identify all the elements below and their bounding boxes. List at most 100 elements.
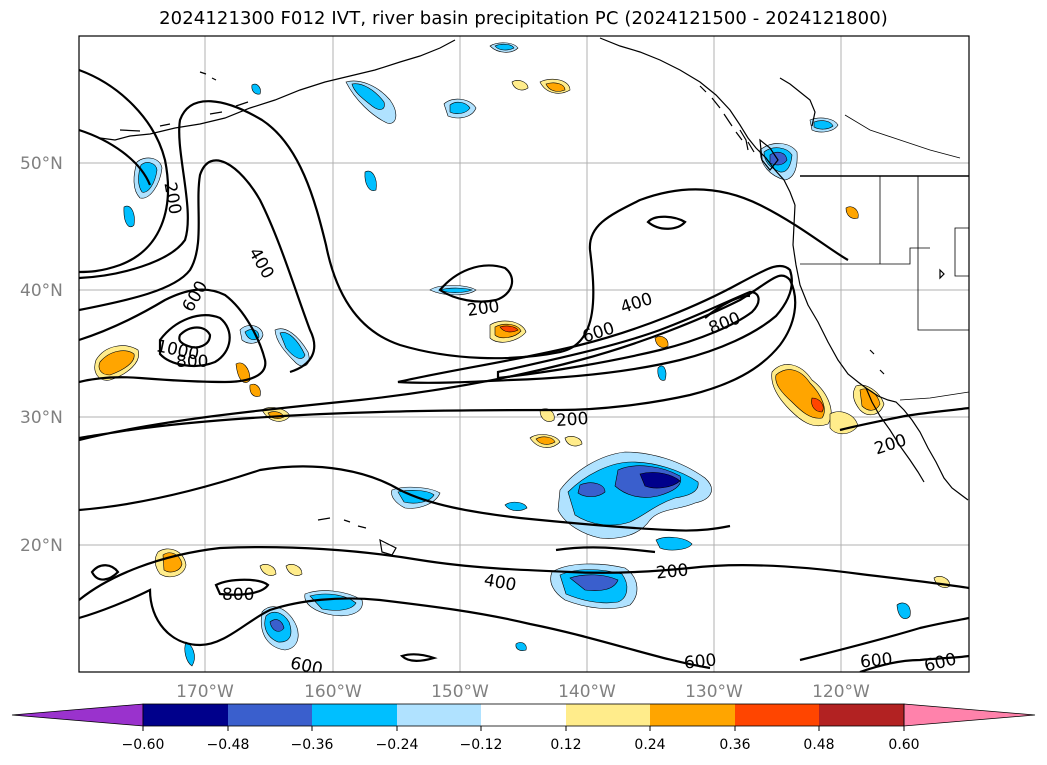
colorbar-tick-label: 0.60 [888, 737, 919, 753]
colorbar-tick-label: −0.48 [207, 737, 250, 753]
precip-negative-region [439, 287, 473, 293]
precip-negative-region [504, 501, 528, 511]
ivt-contour-800-band [704, 294, 751, 319]
colorbar-bin [228, 704, 312, 726]
colorbar-bin [566, 704, 650, 726]
map-area [79, 36, 969, 672]
ivt-contour-label: 200 [655, 560, 689, 583]
ivt-contour-south-loop-east [399, 653, 438, 662]
ivt-contour-bottom-east [799, 616, 969, 662]
lat-label: 20°N [20, 536, 63, 556]
precip-negative-region [251, 83, 261, 95]
ivt-contour-south-600 [79, 588, 711, 670]
precip-positive-region [511, 80, 529, 91]
ivt-contour-600-band [496, 290, 760, 380]
map-border [78, 35, 970, 673]
ivt-contour-400 [79, 159, 316, 374]
colorbar-bin [481, 704, 566, 726]
ivt-contour-loop-north [646, 215, 687, 230]
precip-pc-fill [94, 42, 951, 667]
precip-negative-region [655, 536, 693, 551]
ivt-contour-1000-loop [178, 326, 212, 349]
ivt-contour-south-400 [79, 546, 969, 601]
ivt-contour-label: 200 [555, 409, 589, 431]
precip-positive-region [545, 82, 566, 92]
colorbar-extend-high [903, 703, 1036, 727]
ivt-contour-label: 600 [683, 650, 717, 673]
colorbar-tick-label: −0.60 [122, 737, 165, 753]
colorbar-tick-label: 0.36 [719, 737, 750, 753]
precip-negative-region [657, 365, 667, 381]
lon-label: 150°W [431, 682, 489, 702]
ivt-contour-south-800-loop [214, 578, 270, 596]
precip-negative-region [449, 101, 471, 114]
colorbar: −0.60 −0.48 −0.36 −0.24 −0.12 0.12 0.24 … [11, 703, 1036, 753]
precip-negative-region [364, 170, 377, 191]
map-title: 2024121300 F012 IVT, river basin precipi… [159, 8, 888, 29]
precip-positive-region [249, 383, 261, 397]
precip-negative-region [577, 482, 606, 497]
ivt-contour-south-loop-west [90, 564, 120, 581]
precip-negative-region [123, 205, 135, 228]
precip-positive-region [564, 436, 583, 447]
precip-negative-region [639, 472, 681, 489]
colorbar-tick-label: 0.48 [803, 737, 834, 753]
lon-label: 140°W [558, 682, 616, 702]
ivt-contour-west-top [79, 128, 152, 186]
colorbar-bin [143, 704, 228, 726]
colorbar-bin [735, 704, 819, 726]
lon-label: 160°W [304, 682, 362, 702]
precip-negative-region [813, 120, 834, 130]
ivt-contour-200-outer-north [79, 68, 170, 274]
precip-negative-region [138, 162, 158, 193]
ivt-contour-200-band [79, 274, 797, 442]
latitude-labels: 50°N 40°N 30°N 20°N [20, 154, 63, 556]
lon-label: 120°W [812, 682, 870, 702]
ivt-contour-bottom-right [859, 654, 969, 672]
lat-label: 30°N [20, 408, 63, 428]
precip-positive-region [499, 325, 519, 333]
lon-label: 170°W [176, 682, 234, 702]
colorbar-bin [397, 704, 481, 726]
ivt-contour-200-east [839, 406, 969, 432]
longitude-labels: 170°W 160°W 150°W 140°W 130°W 120°W [176, 682, 870, 702]
precip-negative-region [269, 619, 285, 632]
ivt-contour-label: 600 [289, 653, 325, 679]
ivt-contour-label: 600 [859, 649, 893, 672]
lat-label: 50°N [20, 154, 63, 174]
colorbar-tick-label: −0.24 [376, 737, 419, 753]
colorbar-bin [819, 704, 904, 726]
ivt-contour-label: 200 [466, 297, 501, 321]
ivt-contour-south-east-200 [555, 546, 656, 554]
colorbar-bin [650, 704, 735, 726]
precip-negative-region [769, 151, 788, 166]
precip-negative-region [351, 83, 385, 110]
colorbar-tick-label: 0.24 [634, 737, 665, 753]
colorbar-tick-label: −0.12 [460, 737, 503, 753]
ivt-contour-600 [79, 288, 267, 384]
precip-negative-region [279, 332, 306, 359]
lat-label: 40°N [20, 281, 63, 301]
precip-positive-region [285, 564, 303, 576]
precip-negative-region [569, 574, 619, 591]
ivt-contour-200-north [79, 100, 849, 360]
precip-negative-region [515, 642, 527, 651]
precip-positive-region [98, 350, 135, 376]
ivt-contour-200-loop-mid [438, 264, 514, 303]
colorbar-tick-label: 0.12 [550, 737, 581, 753]
ivt-contour-south-200 [79, 465, 731, 532]
precip-positive-region [235, 362, 251, 383]
coastlines [99, 37, 969, 556]
ivt-contour-800-loop [158, 314, 231, 367]
colorbar-extend-low [11, 703, 144, 727]
precip-positive-region [259, 564, 277, 576]
lon-label: 130°W [685, 682, 743, 702]
precip-positive-region [811, 397, 824, 413]
precip-positive-region [845, 206, 859, 219]
ivt-contour-400-band [397, 264, 793, 384]
ivt-contour-label: 800 [222, 585, 254, 605]
precip-negative-region [494, 43, 515, 51]
ivt-contours [79, 68, 969, 672]
ivt-contour-labels: 200 400 600 1000 800 400 200 600 400 800… [154, 181, 958, 679]
